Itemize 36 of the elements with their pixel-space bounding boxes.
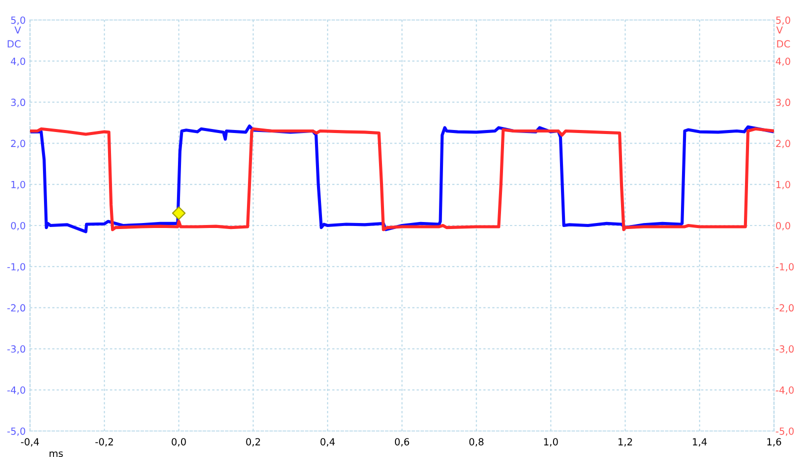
x-tick-label: -0,4 [20,438,39,446]
x-tick-label: 0,8 [469,438,484,446]
y2-axis-title: V DC [776,26,790,48]
y-tick-label: 2,0 [11,140,26,148]
y2-tick-label: -2,0 [776,304,794,313]
y2-tick-label: 5,0 [776,16,790,25]
y2-tick-label: -3,0 [776,345,794,354]
y2-tick-label: 3,0 [776,98,790,108]
y2-tick-label: 0,0 [776,222,790,230]
y-tick-label: 1,0 [11,180,26,190]
x-tick-label: 1,6 [767,438,782,446]
x-tick-label: 1,2 [618,438,632,446]
x-tick-label: 0,4 [320,438,335,446]
y-tick-label: 3,0 [11,98,26,108]
x-tick-label: 0,6 [394,438,410,446]
x-axis-title: ms [50,451,63,457]
x-tick-label: 1,0 [544,438,558,446]
y-tick-label: -4,0 [7,386,26,395]
y-tick-label: 5,0 [11,16,26,25]
y2-tick-label: 2,0 [776,140,790,148]
y2-tick-label: 4,0 [776,58,790,66]
y-tick-label: -3,0 [7,345,26,354]
y-tick-label: -2,0 [7,304,26,313]
y-tick-label: -1,0 [7,263,26,272]
y-axis-title: V DC [8,26,21,48]
y2-tick-label: -4,0 [776,386,794,395]
y-tick-label: 0,0 [11,222,26,230]
x-tick-label: 1,4 [692,438,707,446]
y2-tick-label: 1,0 [776,180,790,190]
x-tick-label: 0,0 [172,438,186,446]
y-tick-label: 4,0 [10,58,26,66]
y-tick-label: -5,0 [7,427,26,436]
x-tick-label: -0,2 [95,438,113,446]
y2-tick-label: -1,0 [776,263,794,272]
x-tick-label: 0,2 [246,438,260,446]
y2-tick-label: -5,0 [776,427,794,436]
